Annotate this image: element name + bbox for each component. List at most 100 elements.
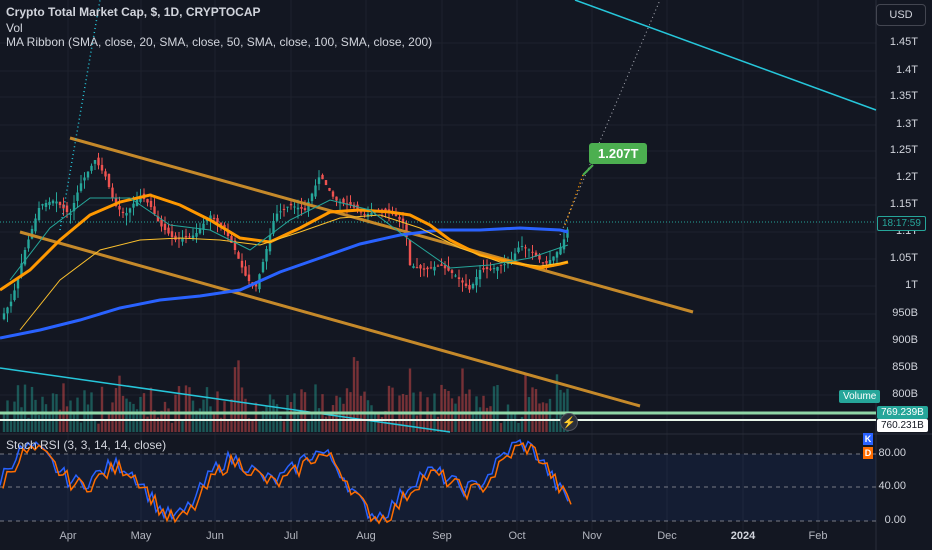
price-axis-label: 1.35T <box>889 90 918 102</box>
candle-body <box>181 238 184 242</box>
candle-body <box>118 205 121 210</box>
chart-title: Crypto Total Market Cap, $, 1D, CRYPTOCA… <box>6 5 261 19</box>
candle-body <box>541 262 545 264</box>
candle-body <box>335 196 338 201</box>
candle-body <box>286 206 289 208</box>
volume-bar <box>387 385 391 432</box>
lightning-icon[interactable]: ⚡ <box>560 413 578 431</box>
candle-body <box>195 233 198 237</box>
volume-level-tag-1: 769.239B <box>877 406 928 419</box>
candle-body <box>167 227 170 234</box>
time-axis-label: Aug <box>356 530 376 542</box>
candle-body <box>489 268 492 270</box>
candle-body <box>289 203 293 206</box>
volume-bar <box>510 414 513 432</box>
candle-body <box>520 246 524 247</box>
candle-body <box>216 218 219 223</box>
rsi-axis-label: 40.00 <box>878 480 906 492</box>
candle-body <box>51 200 55 204</box>
volume-bar <box>160 410 163 432</box>
candle-body <box>359 211 363 213</box>
candle-body <box>72 203 76 212</box>
volume-bar <box>499 423 503 432</box>
candle-body <box>447 266 450 271</box>
volume-bar <box>310 414 314 432</box>
volume-bar <box>258 420 261 432</box>
price-axis-label: 1.05T <box>889 252 918 264</box>
time-axis-label: 2024 <box>730 530 756 542</box>
candle-body <box>415 267 419 269</box>
volume-bar <box>37 415 41 432</box>
candle-body <box>279 211 282 213</box>
candle-body <box>408 239 412 265</box>
candle-body <box>37 208 41 221</box>
volume-bar <box>69 400 72 432</box>
volume-bar <box>16 385 20 432</box>
price-axis-label: 850B <box>892 361 918 373</box>
volume-bar <box>380 416 384 432</box>
candle-body <box>429 267 433 269</box>
candle-body <box>41 204 44 206</box>
ma-ribbon-label[interactable]: MA Ribbon (SMA, close, 20, SMA, close, 5… <box>6 35 433 49</box>
volume-bar <box>524 374 527 432</box>
candle-body <box>163 223 167 230</box>
volume-bar <box>30 386 34 432</box>
dotted-projection-orange <box>564 174 584 226</box>
candle-body <box>233 240 237 250</box>
volume-bar <box>93 420 97 432</box>
price-axis-label: 800B <box>892 388 918 400</box>
cyan-trend-line <box>574 0 877 111</box>
volume-bar <box>177 386 181 432</box>
volume-bar <box>181 420 184 432</box>
candle-body <box>97 157 100 166</box>
candle-body <box>342 198 345 203</box>
volume-bar <box>195 410 198 432</box>
currency-button[interactable]: USD <box>876 4 926 26</box>
volume-bar <box>517 422 520 432</box>
volume-bar <box>240 387 244 432</box>
candle-body <box>65 205 69 212</box>
volume-bar <box>27 417 30 432</box>
candle-body <box>324 180 328 185</box>
volume-bar <box>548 398 552 432</box>
volume-bar <box>454 403 457 432</box>
time-axis-label: Feb <box>808 530 828 542</box>
volume-bar <box>450 398 454 432</box>
vol-indicator-label[interactable]: Vol <box>6 21 23 35</box>
candle-body <box>303 208 307 210</box>
channel-upper-line <box>69 136 694 314</box>
volume-bar <box>461 368 464 432</box>
candle-body <box>555 252 559 258</box>
volume-bar <box>251 419 254 432</box>
candle-body <box>317 177 321 184</box>
candle-body <box>471 284 475 289</box>
candle-body <box>366 214 370 217</box>
volume-bar <box>366 400 370 432</box>
volume-bar <box>328 414 331 432</box>
price-axis-label: 1.15T <box>889 198 918 210</box>
candle-body <box>254 283 258 287</box>
stoch-rsi-label[interactable]: Stoch RSI (3, 3, 14, 14, close) <box>6 438 167 452</box>
volume-bar <box>170 422 174 432</box>
target-price-callout[interactable]: 1.207T <box>589 143 648 164</box>
ma-fast-line <box>9 197 569 281</box>
candle-body <box>412 266 415 268</box>
volume-bar <box>471 412 475 432</box>
volume-bar <box>72 413 76 432</box>
candle-body <box>44 203 48 207</box>
volume-bar <box>219 417 223 432</box>
candle-body <box>237 252 240 259</box>
volume-bar <box>34 399 37 432</box>
candle-body <box>146 199 149 203</box>
candle-body <box>55 201 58 204</box>
volume-bar <box>156 417 160 432</box>
candle-body <box>247 274 251 281</box>
candle-body <box>79 183 83 191</box>
candle-body <box>296 207 300 210</box>
price-axis-label: 1.25T <box>889 144 918 156</box>
volume-bar <box>149 387 153 432</box>
volume-bar <box>436 416 440 432</box>
candle-body <box>478 270 482 280</box>
volume-bar <box>555 374 559 432</box>
